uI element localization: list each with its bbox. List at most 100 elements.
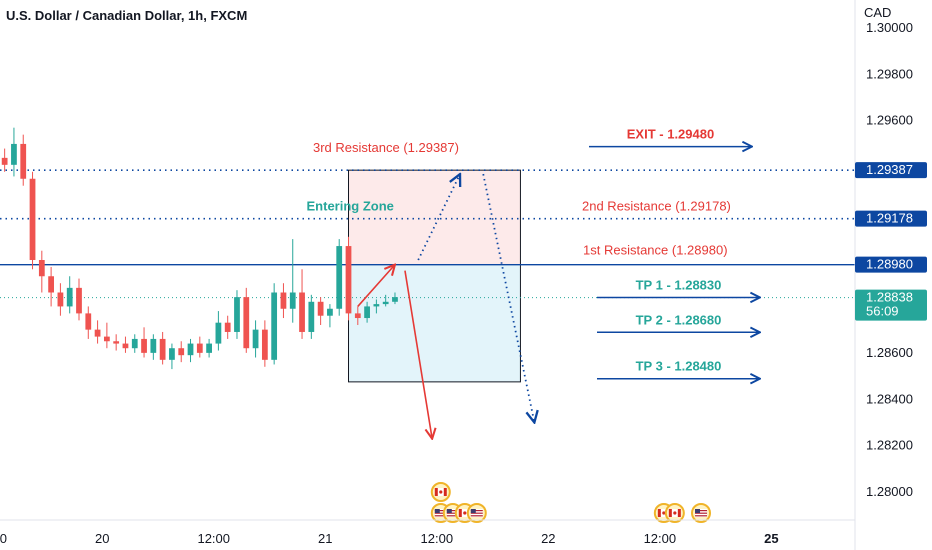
- candle-body: [85, 313, 92, 330]
- candle-body: [261, 329, 268, 360]
- candle-body: [317, 301, 324, 316]
- candle-body: [327, 308, 333, 316]
- x-tick-label: 25: [764, 531, 778, 546]
- candle-body: [382, 301, 389, 305]
- current-price-tag-bg: [855, 289, 927, 321]
- event-flag-1-0-canton: [434, 509, 440, 513]
- event-flag-2-1[interactable]: [664, 503, 685, 523]
- target-label-4: TP 3 - 1.28480: [636, 359, 722, 374]
- candle-body: [196, 343, 203, 353]
- price-tag-text: 1.29387: [866, 162, 913, 177]
- candle-body: [57, 292, 64, 307]
- y-tick-label: 1.30000: [866, 20, 913, 35]
- zone-upper-area: [348, 170, 521, 265]
- candle-body: [354, 313, 361, 319]
- zone-lower-area: [348, 264, 521, 382]
- candle-body: [336, 246, 343, 309]
- price-tag-resistance-2: 1.29178: [855, 210, 927, 227]
- chart-title: U.S. Dollar / Canadian Dollar, 1h, FXCM: [6, 8, 248, 23]
- price-tag-resistance-3: 1.28980: [855, 256, 927, 273]
- candle-body: [20, 143, 27, 179]
- entering-zone-group: Entering Zone: [307, 169, 521, 383]
- blue-dotted-arrow-up: [417, 174, 460, 261]
- y-tick-label: 1.28400: [866, 391, 913, 406]
- event-flag-1-3-canton: [470, 509, 476, 513]
- event-flag-1-3-stripe: [470, 510, 483, 512]
- event-flag-1-0-stripe: [434, 510, 447, 512]
- candle-body: [289, 292, 296, 309]
- x-tick-label: 12:00: [421, 531, 454, 546]
- event-flag-1-3[interactable]: [466, 503, 487, 523]
- event-flag-1-1-canton: [446, 509, 452, 513]
- annotations-group: [357, 173, 535, 439]
- candle-body: [280, 292, 287, 309]
- currency-label: CAD: [864, 5, 891, 20]
- event-flag-2-0-bar-left: [657, 509, 661, 517]
- candle-body: [252, 329, 259, 349]
- candle-body: [224, 322, 231, 332]
- x-tick-label: 22: [541, 531, 555, 546]
- event-flag-1-1-stripe: [446, 512, 459, 514]
- candle-body: [392, 297, 398, 302]
- candle-body: [169, 348, 175, 360]
- event-flag-0-0-leaf: [439, 490, 443, 494]
- event-flag-1-3-stripe: [470, 515, 483, 517]
- targets-group: EXIT - 1.29480 TP 1 - 1.28830 TP 2 - 1.286…: [589, 127, 760, 379]
- candle-body: [29, 178, 36, 260]
- event-flag-3-0[interactable]: [691, 503, 712, 523]
- resistance-1-label: 1st Resistance (1.28980): [583, 243, 728, 258]
- candle-body: [141, 338, 147, 353]
- price-tag-resistance-1: 1.29387: [855, 162, 927, 179]
- candle-body: [76, 287, 82, 314]
- candle-body: [299, 292, 305, 332]
- event-flag-2-1-bar-right: [677, 509, 681, 517]
- event-flag-0-0[interactable]: [430, 482, 451, 502]
- event-flag-1-3-stripe: [470, 512, 483, 514]
- event-flag-0-0-bar-left: [434, 488, 438, 496]
- event-flag-2-0-leaf: [662, 511, 666, 515]
- y-tick-label: 1.29800: [866, 66, 913, 81]
- candles-group: [1, 127, 398, 370]
- candle-body: [122, 343, 129, 349]
- candle-body: [113, 341, 120, 344]
- event-flag-3-0-stripe: [695, 512, 708, 514]
- y-tick-label: 1.28200: [866, 438, 913, 453]
- candle-body: [1, 157, 8, 165]
- event-flag-3-0-canton: [695, 509, 701, 513]
- candle-body: [187, 343, 194, 356]
- current-price-value: 1.28838: [866, 290, 913, 305]
- candle-body: [243, 297, 250, 349]
- event-flag-1-1-stripe: [446, 510, 459, 512]
- red-arrow-up: [357, 265, 395, 307]
- candle-body: [373, 304, 380, 307]
- blue-dotted-arrow-down: [482, 173, 534, 422]
- candle-body: [94, 329, 101, 337]
- event-flag-0-0-bar-right: [443, 488, 447, 496]
- event-flag-1-0-stripe: [434, 515, 447, 517]
- candle-body: [48, 276, 54, 293]
- event-flag-1-2-bar-left: [458, 509, 462, 517]
- events-group: [430, 482, 712, 523]
- candle-body: [178, 348, 185, 356]
- event-flag-1-2-leaf: [463, 511, 467, 515]
- x-tick-label: 21: [318, 531, 332, 546]
- price-tag-text: 1.28980: [866, 257, 913, 272]
- candle-body: [103, 336, 110, 342]
- candle-body: [38, 260, 45, 277]
- current-price-countdown: 56:09: [866, 304, 899, 319]
- y-tick-label: 1.29600: [866, 113, 913, 128]
- price-tag-bg: [855, 256, 927, 273]
- event-flag-2-1-bar-left: [668, 509, 672, 517]
- target-label-2: TP 1 - 1.28830: [636, 277, 722, 292]
- candle-body: [150, 338, 157, 353]
- candle-body: [66, 287, 73, 307]
- target-label-1: EXIT - 1.29480: [627, 127, 714, 142]
- candle-body: [271, 292, 278, 360]
- price-tag-bg: [855, 210, 927, 227]
- entering-zone-label: Entering Zone: [307, 199, 394, 214]
- candle-body: [215, 322, 222, 344]
- x-tick-label: 12:00: [197, 531, 230, 546]
- x-tick-label: 12:00: [644, 531, 677, 546]
